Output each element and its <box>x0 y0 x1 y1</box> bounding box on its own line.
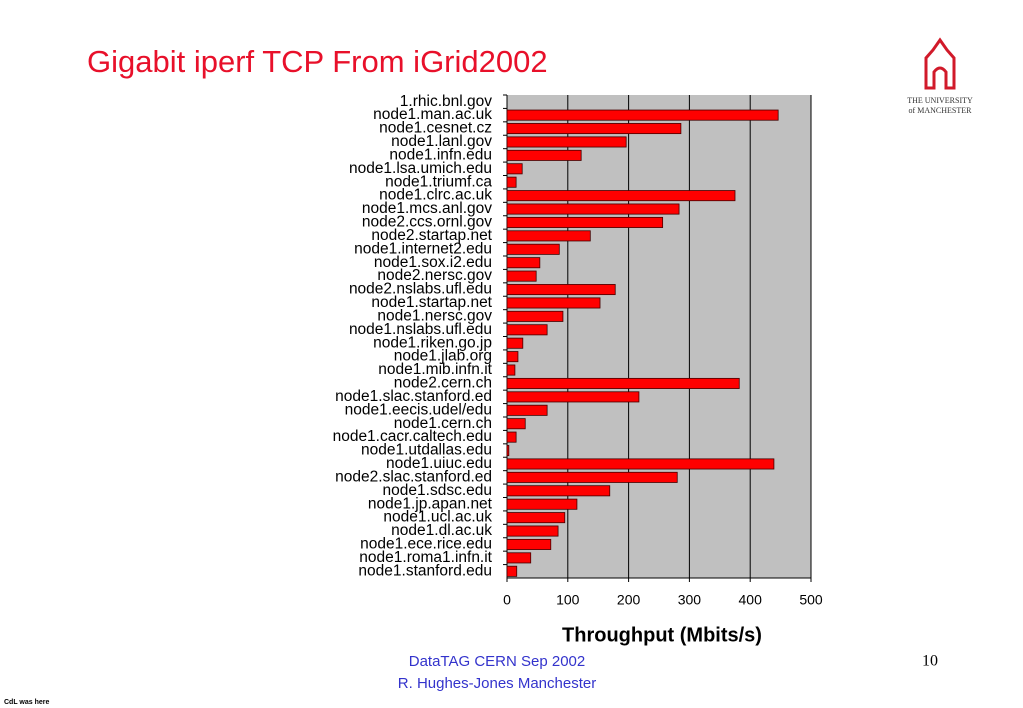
x-axis-label: Throughput (Mbits/s) <box>562 624 762 646</box>
bar <box>506 552 532 564</box>
bar <box>506 377 740 389</box>
page-number: 10 <box>922 653 938 670</box>
bar <box>506 257 541 269</box>
bar <box>506 418 526 430</box>
y-tick-label: node1.cacr.caltech.edu <box>333 428 492 445</box>
bar <box>506 458 775 470</box>
chart-title: Gigabit iperf TCP From iGrid2002 <box>87 44 548 79</box>
y-tick-label: node1.infn.edu <box>389 146 492 163</box>
x-tick-label: 200 <box>617 592 641 608</box>
bar <box>506 284 616 296</box>
footer-text: R. Hughes-Jones Manchester <box>398 675 596 692</box>
y-tick-label: node1.jlab.org <box>394 348 492 365</box>
y-tick-label: node1.nslabs.ufl.edu <box>349 321 492 338</box>
bar <box>506 203 680 215</box>
y-tick-label: node1.startap.net <box>371 294 492 311</box>
bar <box>506 136 627 148</box>
y-tick-label: node1.riken.go.jp <box>373 334 492 351</box>
bar <box>506 471 678 483</box>
logo-text: of MANCHESTER <box>909 106 973 115</box>
bar <box>506 163 523 175</box>
bar <box>506 404 548 416</box>
bar <box>506 391 640 403</box>
y-tick-label: node1.cesnet.cz <box>379 120 492 137</box>
y-tick-label: node1.sox.i2.edu <box>374 254 492 271</box>
logo-text: THE UNIVERSITY <box>907 96 973 105</box>
y-tick-label: node1.eecis.udel/edu <box>345 401 492 418</box>
bar <box>506 324 548 336</box>
x-tick-label: 300 <box>678 592 702 608</box>
bar <box>506 364 516 376</box>
plot-area <box>507 95 811 578</box>
y-tick-label: node1.slac.stanford.ed <box>335 388 492 405</box>
bar <box>506 123 682 135</box>
y-tick-label: node1.man.ac.uk <box>373 106 492 123</box>
bar <box>506 243 560 255</box>
y-tick-label: node1.internet2.edu <box>354 240 492 257</box>
bar <box>506 149 582 161</box>
bar <box>506 512 566 524</box>
bar <box>506 485 611 497</box>
bar <box>506 190 736 202</box>
y-tick-label: node2.nslabs.ufl.edu <box>349 281 492 298</box>
y-tick-label: node1.triumf.ca <box>385 173 492 190</box>
y-tick-label: node1.lanl.gov <box>391 133 492 150</box>
y-tick-label: node2.slac.stanford.ed <box>335 468 492 485</box>
y-tick-label: node1.uiuc.edu <box>386 455 492 472</box>
y-tick-label: node1.dl.ac.uk <box>391 522 492 539</box>
bar <box>506 109 779 121</box>
bar <box>506 445 510 457</box>
y-tick-label: node2.startap.net <box>371 227 492 244</box>
x-tick-label: 100 <box>556 592 580 608</box>
x-tick-label: 400 <box>739 592 763 608</box>
bar <box>506 337 524 349</box>
x-tick-label: 0 <box>503 592 511 608</box>
footer-text: DataTAG CERN Sep 2002 <box>409 653 585 670</box>
bar <box>506 538 552 550</box>
y-tick-label: node1.clrc.ac.uk <box>379 187 492 204</box>
bar <box>506 176 517 188</box>
y-tick-label: node2.ccs.ornl.gov <box>362 214 492 231</box>
bar <box>506 498 578 510</box>
y-tick-label: node1.cern.ch <box>394 415 492 432</box>
y-tick-label: node1.sdsc.edu <box>383 482 492 499</box>
bar <box>506 310 564 322</box>
y-tick-label: 1.rhic.bnl.gov <box>400 93 492 110</box>
bar <box>506 230 591 242</box>
y-tick-label: node1.roma1.infn.it <box>359 549 492 566</box>
bar <box>506 270 537 282</box>
y-tick-label: node1.lsa.umich.edu <box>349 160 492 177</box>
y-tick-label: node1.mib.infn.it <box>378 361 492 378</box>
university-logo: THE UNIVERSITY of MANCHESTER <box>907 37 973 115</box>
bar <box>506 525 559 537</box>
y-tick-label: node1.jp.apan.net <box>368 495 493 512</box>
bar <box>506 297 601 309</box>
bar <box>506 431 517 443</box>
bar <box>506 351 519 363</box>
y-tick-label: node1.ece.rice.edu <box>360 536 492 553</box>
y-tick-label: node2.nersc.gov <box>377 267 492 284</box>
y-tick-label: node1.nersc.gov <box>377 307 492 324</box>
y-tick-label: node2.cern.ch <box>394 375 492 392</box>
corner-note: CdL was here <box>4 699 49 706</box>
bar <box>506 565 518 577</box>
bar <box>506 216 664 228</box>
y-tick-label: node1.stanford.edu <box>358 562 492 579</box>
y-tick-label: node1.ucl.ac.uk <box>383 509 492 526</box>
y-tick-label: node1.utdallas.edu <box>361 442 492 459</box>
x-tick-label: 500 <box>799 592 823 608</box>
y-tick-label: node1.mcs.anl.gov <box>362 200 492 217</box>
